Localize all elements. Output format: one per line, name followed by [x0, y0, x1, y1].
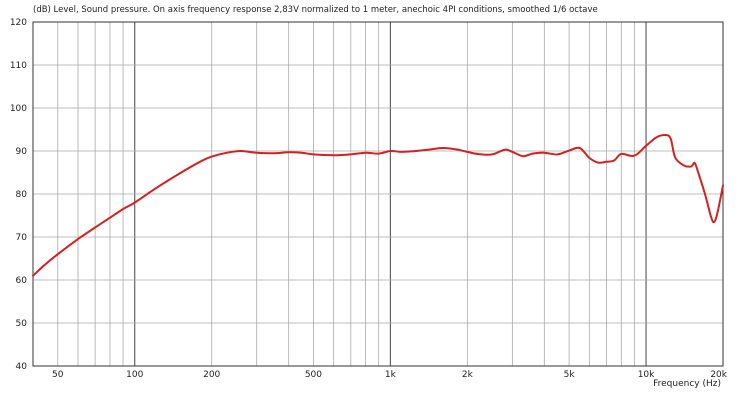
- x-tick-label: 500: [305, 370, 322, 380]
- chart-title: (dB) Level, Sound pressure. On axis freq…: [33, 5, 598, 15]
- x-tick-label: 20k: [710, 370, 727, 380]
- y-tick-label: 90: [16, 147, 28, 157]
- y-tick-label: 40: [16, 362, 28, 372]
- y-tick-label: 120: [10, 18, 27, 28]
- x-tick-label: 1k: [385, 370, 397, 380]
- x-axis-ticks: 50 100 200 500 1k 2k 5k 10k 20k: [52, 370, 728, 380]
- y-tick-label: 60: [16, 276, 28, 286]
- series-line: [32, 134, 724, 277]
- y-tick-label: 110: [10, 61, 27, 71]
- y-tick-label: 80: [16, 190, 28, 200]
- x-axis-label: Frequency (Hz): [653, 379, 721, 389]
- y-tick-label: 100: [10, 104, 27, 114]
- grid-lines: [33, 22, 723, 366]
- x-tick-label: 10k: [638, 370, 655, 380]
- series-layer: [32, 134, 724, 277]
- x-tick-label: 100: [126, 370, 143, 380]
- x-tick-label: 2k: [462, 370, 474, 380]
- x-tick-label: 200: [203, 370, 220, 380]
- plot-frame: [32, 21, 724, 367]
- x-tick-label: 5k: [564, 370, 576, 380]
- y-axis-ticks: 40 50 60 70 80 90 100 110 120: [10, 18, 27, 372]
- x-tick-label: 50: [52, 370, 64, 380]
- y-tick-label: 50: [16, 319, 28, 329]
- y-tick-label: 70: [16, 233, 28, 243]
